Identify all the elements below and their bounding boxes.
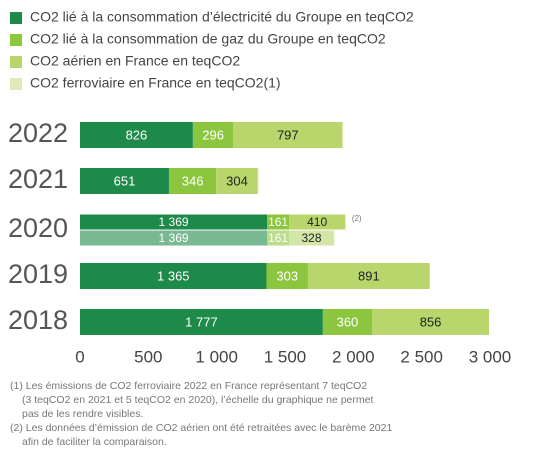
y-tick-label: 2019 xyxy=(8,259,68,289)
legend-label: CO2 lié à la consommation d’électricité … xyxy=(30,9,414,25)
bar-segment xyxy=(267,214,290,230)
x-tick-label: 0 xyxy=(75,347,84,366)
y-tick-label: 2022 xyxy=(8,118,68,148)
data-label: 161 xyxy=(268,215,288,229)
legend-label: CO2 aérien en France en teqCO2 xyxy=(30,53,240,69)
bar-segment xyxy=(192,122,234,148)
bar-segment xyxy=(322,309,373,335)
data-label: 328 xyxy=(301,231,321,245)
legend-swatch xyxy=(10,56,22,68)
y-tick-label: 2021 xyxy=(8,164,68,194)
bar-segment xyxy=(267,230,290,246)
data-label: 346 xyxy=(182,173,204,188)
footnote: (3 teqCO2 en 2021 et 5 teqCO2 en 2020), … xyxy=(22,394,373,406)
legend-label: CO2 ferroviaire en France en teqCO2(1) xyxy=(30,75,281,91)
x-tick-label: 500 xyxy=(134,347,162,366)
y-tick-label: 2018 xyxy=(8,305,68,335)
data-label: 1 369 xyxy=(159,215,189,229)
bar-segment xyxy=(168,168,217,194)
footnote: (1) Les émissions de CO2 ferroviaire 202… xyxy=(10,380,367,392)
footnote: afin de faciliter la comparaison. xyxy=(22,436,167,448)
bar-segment xyxy=(342,122,344,148)
data-label: 161 xyxy=(268,231,288,245)
bar-segment xyxy=(80,230,268,246)
bar-segment xyxy=(266,263,308,289)
data-label: 797 xyxy=(277,127,299,142)
bar-segment xyxy=(80,122,193,148)
y-tick-label: 2020 xyxy=(8,213,68,243)
x-tick-label: 1 000 xyxy=(195,347,238,366)
x-tick-label: 2 500 xyxy=(400,347,443,366)
data-label: 1 365 xyxy=(157,268,190,283)
bar-segment xyxy=(80,168,169,194)
bar-segment xyxy=(80,214,268,230)
x-tick-label: 2 000 xyxy=(332,347,375,366)
bar-segment xyxy=(333,230,335,246)
data-label: 826 xyxy=(126,127,148,142)
bar-segment xyxy=(80,309,323,335)
data-label: 360 xyxy=(337,314,359,329)
annotation: (2) xyxy=(352,214,362,223)
data-label: 303 xyxy=(276,268,298,283)
data-label: 856 xyxy=(420,314,442,329)
legend-swatch xyxy=(10,34,22,46)
legend-label: CO2 lié à la consommation de gaz du Grou… xyxy=(30,31,386,47)
bar-segment xyxy=(345,214,346,230)
legend-swatch xyxy=(10,12,22,24)
data-label: 1 777 xyxy=(185,314,218,329)
bar-segment xyxy=(307,263,430,289)
data-label: 651 xyxy=(114,173,136,188)
bar-segment xyxy=(372,309,490,335)
bar-segment xyxy=(233,122,343,148)
bar-segment xyxy=(289,230,334,246)
data-label: 304 xyxy=(226,173,248,188)
data-label: 1 369 xyxy=(159,231,189,245)
footnote: (2) Les données d’émission de CO2 aérien… xyxy=(10,422,392,434)
x-tick-label: 1 500 xyxy=(264,347,307,366)
footnote: pas de les rendre visibles. xyxy=(22,408,143,420)
bar-segment xyxy=(216,168,258,194)
data-label: 891 xyxy=(358,268,380,283)
bar-segment xyxy=(80,263,267,289)
bar-segment xyxy=(289,214,346,230)
x-tick-label: 3 000 xyxy=(469,347,512,366)
legend-swatch xyxy=(10,78,22,90)
data-label: 410 xyxy=(307,215,327,229)
bar-segment xyxy=(257,168,259,194)
data-label: 296 xyxy=(202,127,224,142)
